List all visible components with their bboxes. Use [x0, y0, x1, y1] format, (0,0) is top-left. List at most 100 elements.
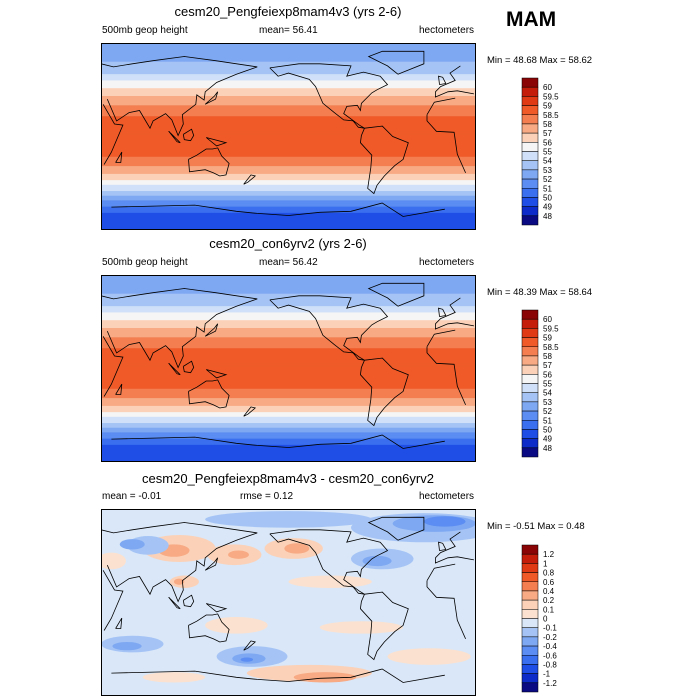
colorbar-tick-label: 58: [543, 120, 552, 129]
field-band: [101, 444, 476, 448]
colorbar-box: [521, 590, 539, 601]
field-band: [101, 94, 476, 97]
field-band: [101, 108, 476, 111]
field-anomaly: [228, 550, 249, 559]
field-band: [101, 301, 476, 304]
field-band: [101, 195, 476, 198]
colorbar-box: [521, 355, 539, 366]
colorbar-box: [521, 392, 539, 403]
field-band: [101, 310, 476, 313]
colorbar-tick-label: 53: [543, 166, 552, 175]
field-band: [101, 455, 476, 458]
panel1-variable-label: 500mb geop height: [102, 25, 188, 36]
field-band: [101, 298, 476, 301]
field-anomaly: [205, 617, 268, 634]
field-band: [101, 197, 476, 200]
coastline: [269, 295, 389, 361]
coastline: [435, 297, 461, 325]
field-band: [101, 50, 476, 53]
colorbar-tick-label: 1.2: [543, 550, 555, 559]
field-band: [101, 53, 476, 57]
field-band: [101, 295, 476, 298]
coastline: [434, 322, 474, 330]
field-band: [101, 429, 476, 432]
field-band: [101, 443, 476, 446]
colorbar-box: [521, 206, 539, 217]
panel1-map: [101, 43, 476, 230]
field-band: [101, 178, 476, 181]
field-band: [101, 435, 476, 438]
field-band: [101, 191, 476, 194]
field-band: [101, 169, 476, 172]
field-band: [101, 433, 476, 437]
field-band: [101, 83, 476, 86]
coastline: [102, 570, 124, 631]
colorbar-tick-label: 52: [543, 175, 552, 184]
coastline: [204, 323, 219, 337]
field-band: [101, 419, 476, 423]
antarctica-coastline: [257, 668, 445, 683]
panel3-mean-label: mean = -0.01: [102, 491, 162, 502]
field-band: [101, 43, 476, 46]
field-band: [101, 352, 476, 356]
field-band: [101, 69, 476, 72]
colorbar-box: [521, 114, 539, 125]
field-band: [101, 133, 476, 136]
colorbar-box: [521, 618, 539, 628]
field-band: [101, 432, 476, 435]
field-band: [101, 120, 476, 124]
field-band: [101, 338, 476, 342]
field-band: [101, 415, 476, 418]
field-band: [101, 421, 476, 424]
colorbar-tick-label: 58.5: [543, 111, 559, 120]
field-band: [101, 142, 476, 145]
coastline: [115, 151, 123, 163]
field-band: [101, 423, 476, 426]
field-band: [101, 125, 476, 128]
field-band: [101, 110, 476, 113]
field-band: [101, 409, 476, 412]
coastline: [204, 557, 219, 571]
field-band: [101, 287, 476, 290]
field-band: [101, 49, 476, 52]
coastline: [243, 406, 257, 417]
colorbar-tick-label: 53: [543, 398, 552, 407]
field-band: [101, 313, 476, 317]
coastline: [204, 91, 219, 105]
colorbar-box: [521, 309, 539, 320]
coastline: [102, 104, 124, 165]
field-anomaly: [362, 555, 392, 567]
field-band: [101, 334, 476, 337]
field-band: [101, 452, 476, 455]
panel2-units-label: hectometers: [419, 257, 475, 268]
field-band: [101, 150, 476, 153]
colorbar-tick-label: 0.2: [543, 596, 555, 605]
field-band: [101, 166, 476, 169]
field-band: [101, 376, 476, 379]
field-band: [101, 430, 476, 433]
field-band: [101, 404, 476, 407]
field-band: [101, 348, 476, 351]
colorbar-tick-label: 60: [543, 83, 552, 92]
coastline: [243, 640, 257, 651]
field-band: [101, 184, 476, 187]
field-band: [101, 106, 476, 110]
field-band: [101, 86, 476, 89]
coastline: [182, 128, 195, 142]
field-band: [101, 368, 476, 371]
field-band: [101, 351, 476, 354]
colorbar-tick-label: 56: [543, 138, 552, 147]
colorbar-box: [521, 318, 539, 329]
coastline: [367, 516, 425, 541]
field-band: [101, 410, 476, 413]
colorbar-box: [521, 563, 539, 573]
field-band: [101, 323, 476, 326]
field-band: [101, 451, 476, 454]
field-band: [101, 457, 476, 460]
field-band: [101, 111, 476, 114]
colorbar-box: [521, 420, 539, 430]
colorbar-tick-label: 52: [543, 407, 552, 416]
field-anomaly: [387, 648, 471, 665]
field-band: [101, 370, 476, 373]
colorbar-box: [521, 645, 539, 656]
